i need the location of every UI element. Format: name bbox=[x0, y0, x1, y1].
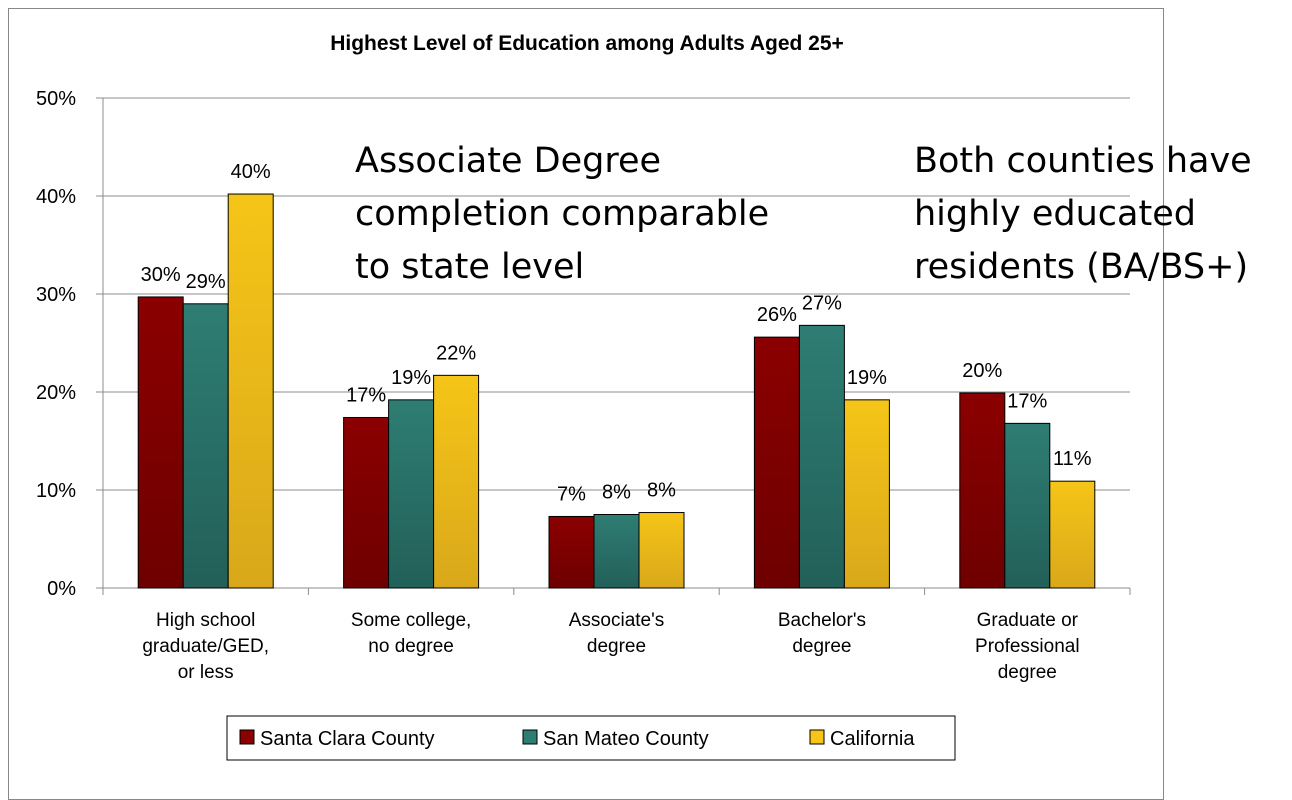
bar bbox=[959, 392, 1006, 589]
x-tick-label: Bachelor's bbox=[778, 610, 866, 631]
data-label: 11% bbox=[1053, 448, 1092, 470]
x-tick-label: Associate's bbox=[569, 610, 665, 631]
data-label: 17% bbox=[1007, 390, 1047, 412]
y-tick-label: 10% bbox=[36, 480, 76, 502]
data-label: 26% bbox=[757, 304, 797, 326]
x-tick-label: Some college, bbox=[351, 610, 471, 631]
x-tick-label: Professional bbox=[975, 636, 1080, 657]
data-label: 17% bbox=[346, 384, 386, 406]
data-label: 19% bbox=[847, 367, 887, 389]
x-tick-label: High school bbox=[156, 610, 255, 631]
data-label: 22% bbox=[436, 342, 476, 364]
bar bbox=[798, 324, 845, 589]
annotation-text: Associate Degree completion comparable to … bbox=[355, 141, 769, 287]
x-tick-label: degree bbox=[998, 662, 1057, 683]
x-tick-label: no degree bbox=[368, 636, 454, 657]
legend-label: Santa Clara County bbox=[260, 728, 435, 750]
data-label: 8% bbox=[602, 482, 631, 504]
legend-swatch bbox=[239, 729, 255, 745]
y-tick-label: 0% bbox=[47, 578, 76, 600]
bar bbox=[548, 515, 595, 589]
y-tick-label: 20% bbox=[36, 382, 76, 404]
bar bbox=[1004, 422, 1051, 589]
data-label: 19% bbox=[391, 367, 431, 389]
bar bbox=[843, 399, 890, 589]
x-tick-label: Graduate or bbox=[977, 610, 1079, 631]
y-tick-label: 40% bbox=[36, 186, 76, 208]
legend-swatch bbox=[522, 729, 538, 745]
x-tick-label: degree bbox=[792, 636, 851, 657]
x-tick-label: graduate/GED, bbox=[142, 636, 269, 657]
y-tick-label: 30% bbox=[36, 284, 76, 306]
bar bbox=[182, 303, 229, 589]
x-tick-label: or less bbox=[178, 662, 234, 683]
bar bbox=[433, 374, 480, 589]
data-label: 8% bbox=[647, 480, 676, 502]
data-label: 40% bbox=[231, 161, 271, 183]
x-tick-label: degree bbox=[587, 636, 646, 657]
bar bbox=[137, 296, 184, 589]
bar bbox=[638, 512, 685, 589]
data-label: 30% bbox=[141, 264, 181, 286]
data-label: 20% bbox=[962, 360, 1002, 382]
data-label: 29% bbox=[186, 271, 226, 293]
chart-title: Highest Level of Education among Adults … bbox=[330, 32, 844, 55]
bar bbox=[388, 399, 435, 589]
bar bbox=[227, 193, 274, 589]
y-tick-label: 50% bbox=[36, 88, 76, 110]
bar bbox=[343, 416, 390, 589]
bar bbox=[753, 336, 800, 589]
bar-chart: Highest Level of Education among Adults … bbox=[36, 32, 1252, 761]
data-label: 7% bbox=[557, 483, 586, 505]
legend-label: California bbox=[830, 728, 915, 750]
legend-swatch bbox=[809, 729, 825, 745]
bar bbox=[1049, 480, 1096, 589]
legend bbox=[226, 715, 956, 761]
data-label: 27% bbox=[802, 292, 842, 314]
legend-label: San Mateo County bbox=[543, 728, 709, 750]
bar bbox=[593, 514, 640, 589]
annotation-text: Both counties have highly educated residen… bbox=[914, 141, 1252, 287]
